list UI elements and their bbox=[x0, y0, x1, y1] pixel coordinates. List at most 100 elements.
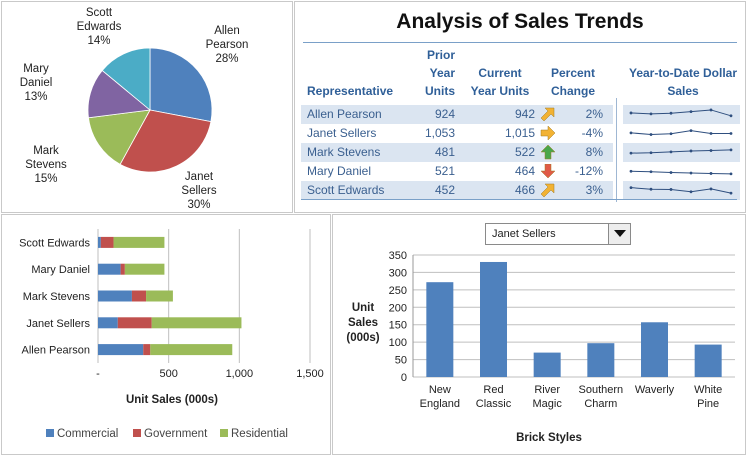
pie-label-pct: 28% bbox=[215, 53, 238, 65]
pie-label-text: Mary bbox=[23, 63, 49, 75]
pie-label-text: Janet bbox=[185, 171, 214, 183]
header-current-line: Year Units bbox=[470, 84, 530, 98]
representative-dropdown-value: Janet Sellers bbox=[492, 228, 556, 240]
bar-segment bbox=[131, 290, 147, 302]
percent-change-cell: 3% bbox=[585, 183, 603, 197]
representative-dropdown[interactable]: Janet Sellers bbox=[485, 223, 631, 245]
pie-label-text: Edwards bbox=[77, 21, 122, 33]
bar-segment bbox=[151, 317, 242, 329]
y-tick-label: 50 bbox=[395, 355, 407, 367]
category-label: Allen Pearson bbox=[22, 345, 91, 357]
pie-label-text: Allen bbox=[214, 25, 240, 37]
category-label: Mark Stevens bbox=[23, 291, 91, 303]
representative-cell: Janet Sellers bbox=[307, 126, 377, 140]
category-label: England bbox=[420, 398, 460, 410]
pie-slice-label: Janet Sellers 30% bbox=[181, 171, 216, 211]
legend-label: Residential bbox=[231, 428, 288, 440]
pie-chart: Allen Pearson 28% Janet Sellers 30% Mark Steven… bbox=[20, 7, 249, 211]
ytd-sales-sparkline bbox=[623, 143, 740, 162]
category-label: River bbox=[534, 384, 560, 396]
category-label: Waverly bbox=[635, 384, 675, 396]
percent-change-cell: -4% bbox=[581, 126, 603, 140]
table-row: Allen Pearson 924 942 2% bbox=[301, 105, 613, 124]
x-axis-title: Brick Styles bbox=[516, 432, 582, 444]
header-prior-line: Prior bbox=[426, 48, 455, 62]
bar-segment bbox=[98, 263, 121, 275]
representative-cell: Mark Stevens bbox=[307, 145, 381, 159]
x-tick-label: 1,000 bbox=[226, 368, 254, 380]
current-units-cell: 464 bbox=[514, 164, 535, 178]
y-axis-title: Unit bbox=[352, 302, 375, 314]
chevron-down-icon bbox=[614, 230, 626, 237]
y-tick-label: 150 bbox=[389, 320, 407, 332]
legend-label: Commercial bbox=[57, 428, 118, 440]
pie-label-pct: 30% bbox=[187, 199, 210, 211]
header-current-line: Current bbox=[478, 66, 522, 80]
pie-label-pct: 14% bbox=[87, 35, 110, 47]
x-tick-label: - bbox=[96, 368, 100, 380]
prior-units-cell: 452 bbox=[434, 183, 455, 197]
header-change-line: Change bbox=[550, 84, 595, 98]
legend-swatch bbox=[46, 429, 54, 437]
bar-segment bbox=[113, 236, 165, 248]
brick-styles-chart-panel: Janet Sellers 0 50 100 150 200 250 300 350 New En… bbox=[332, 214, 746, 455]
pie-label-text: Pearson bbox=[206, 39, 249, 51]
legend-label: Government bbox=[144, 428, 208, 440]
table-row: Janet Sellers 1,053 1,015 -4% bbox=[301, 124, 613, 143]
bar-segment bbox=[98, 290, 132, 302]
representative-cell: Allen Pearson bbox=[307, 107, 382, 121]
legend-swatch bbox=[220, 429, 228, 437]
percent-change-cell: -12% bbox=[574, 164, 603, 178]
brick-styles-chart: 0 50 100 150 200 250 300 350 New England Red Classi… bbox=[346, 250, 735, 444]
current-units-cell: 942 bbox=[514, 107, 535, 121]
category-label: Pine bbox=[697, 398, 719, 410]
category-label: Red bbox=[483, 384, 503, 396]
bar-segment bbox=[150, 344, 233, 356]
column-bar bbox=[587, 343, 615, 377]
arrow-up-right-icon bbox=[540, 107, 555, 122]
header-ytd-line: Year-to-Date Dollar bbox=[628, 66, 738, 80]
category-label: New bbox=[429, 384, 451, 396]
trends-title: Analysis of Sales Trends bbox=[396, 10, 644, 33]
arrow-up-icon bbox=[540, 145, 556, 160]
prior-units-cell: 1,053 bbox=[424, 126, 455, 140]
table-row: Mary Daniel 521 464 -12% bbox=[301, 162, 613, 181]
prior-units-cell: 481 bbox=[434, 145, 455, 159]
unit-sales-bar-chart-panel: - 500 1,000 1,500 Scott Edwards Mary Daniel Ma… bbox=[1, 214, 331, 455]
ytd-sales-sparkline bbox=[623, 181, 740, 200]
arrow-down-icon bbox=[540, 164, 556, 179]
bar-segment bbox=[124, 263, 165, 275]
column-bar bbox=[533, 352, 561, 377]
sales-trends-panel: Analysis of Sales Trends Representative … bbox=[294, 1, 746, 213]
y-axis-title: (000s) bbox=[346, 332, 379, 344]
pie-label-text: Sellers bbox=[181, 185, 216, 197]
bar-segment bbox=[120, 263, 125, 275]
unit-sales-bar-chart: - 500 1,000 1,500 Scott Edwards Mary Daniel Ma… bbox=[19, 229, 324, 440]
pie-slice bbox=[101, 47, 151, 111]
header-prior-units: Prior Year Units bbox=[415, 46, 455, 100]
pie-label-text: Daniel bbox=[20, 77, 53, 89]
ytd-sales-sparkline bbox=[623, 124, 740, 143]
bar-segment bbox=[143, 344, 151, 356]
ytd-sales-sparkline bbox=[623, 105, 740, 124]
y-tick-label: 300 bbox=[389, 267, 407, 279]
x-tick-label: 500 bbox=[159, 368, 177, 380]
category-label: Charm bbox=[584, 398, 617, 410]
pie-slice-label: Mary Daniel 13% bbox=[20, 63, 53, 103]
pie-label-text: Stevens bbox=[25, 159, 67, 171]
pie-slice-label: Allen Pearson 28% bbox=[206, 25, 249, 65]
pie-label-pct: 15% bbox=[34, 173, 57, 185]
x-axis-title: Unit Sales (000s) bbox=[126, 394, 218, 406]
header-percent-change: Percent Change bbox=[541, 64, 605, 100]
table-row: Scott Edwards 452 466 3% bbox=[301, 181, 613, 200]
legend-swatch bbox=[133, 429, 141, 437]
bar-segment bbox=[100, 236, 114, 248]
bar-segment bbox=[146, 290, 173, 302]
percent-change-cell: 2% bbox=[585, 107, 603, 121]
column-bar bbox=[426, 282, 454, 377]
y-tick-label: 100 bbox=[389, 337, 407, 349]
percent-change-cell: 8% bbox=[585, 145, 603, 159]
category-label: Janet Sellers bbox=[26, 318, 90, 330]
dropdown-toggle-button[interactable] bbox=[608, 224, 630, 244]
y-tick-label: 250 bbox=[389, 285, 407, 297]
